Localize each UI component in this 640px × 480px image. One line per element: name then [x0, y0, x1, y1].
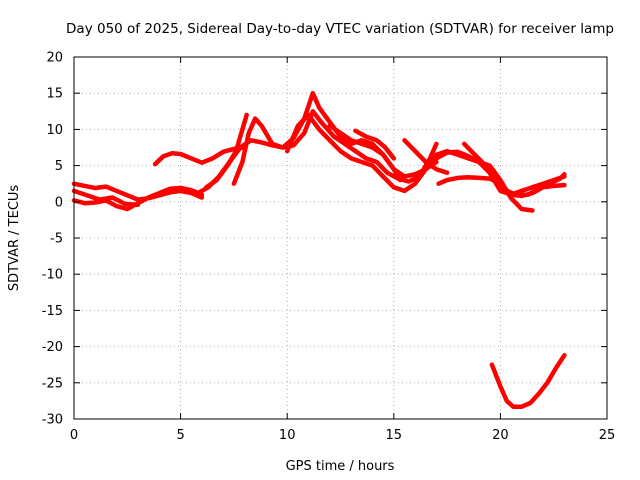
y-tick-label: 15 [46, 87, 63, 102]
y-tick-label: 20 [46, 51, 63, 66]
axis-ticks: 0 5 10 15 20 25 -30 -25 -20 -15 -10 -5 0 5 10 15 20 [42, 51, 616, 444]
x-tick-label: 5 [176, 428, 184, 443]
x-tick-label: 15 [386, 428, 403, 443]
y-tick-label: 5 [55, 159, 63, 174]
grid [74, 57, 607, 419]
y-tick-label: 0 [55, 195, 63, 210]
y-tick-label: 10 [46, 123, 63, 138]
x-tick-label: 25 [599, 428, 616, 443]
series-line-satellite-track-1 [71, 181, 205, 202]
y-tick-label: -5 [50, 232, 63, 247]
series-line-satellite-track-6 [231, 109, 439, 186]
series-line-satellite-track-7 [203, 112, 249, 190]
data-series [71, 90, 567, 409]
y-tick-label: -15 [42, 304, 63, 319]
y-tick-label: -20 [42, 340, 63, 355]
y-axis-label: SDTVAR / TECUs [7, 185, 22, 292]
y-tick-label: -30 [42, 413, 63, 428]
series-line-satellite-track-8 [284, 112, 535, 213]
y-tick-label: -25 [42, 376, 63, 391]
series-line-satellite-track-4 [152, 145, 247, 167]
series-line-satellite-track-10 [353, 128, 397, 161]
series-line-satellite-track-15 [489, 353, 567, 409]
y-tick-label: -10 [42, 268, 63, 283]
x-tick-label: 10 [279, 428, 296, 443]
x-axis-label: GPS time / hours [286, 459, 395, 474]
x-tick-label: 20 [492, 428, 509, 443]
series-line-satellite-track-11 [402, 138, 450, 176]
series-line-satellite-track-9 [327, 123, 403, 183]
plot-frame [73, 56, 608, 420]
series-line-satellite-track-14 [423, 149, 567, 197]
x-tick-label: 0 [70, 428, 78, 443]
chart-title: Day 050 of 2025, Sidereal Day-to-day VTE… [66, 21, 614, 37]
series-line-satellite-track-3 [71, 188, 141, 207]
